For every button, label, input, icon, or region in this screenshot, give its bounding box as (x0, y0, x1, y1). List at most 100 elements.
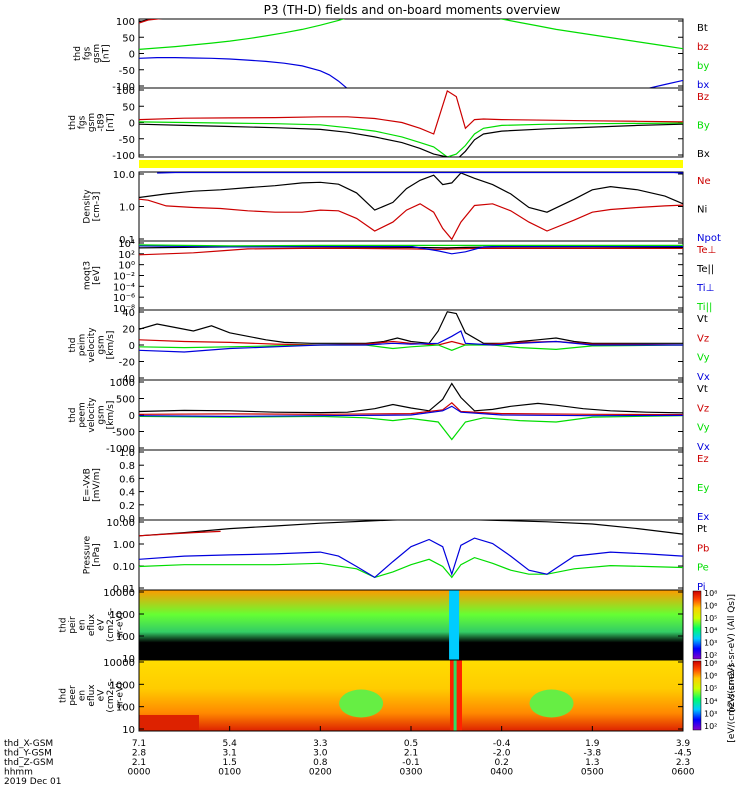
peir-ylabel-line: eflux (87, 613, 97, 636)
density-legend-1: Ni (697, 205, 707, 216)
peem_velocity-ylabel-line: [km/s] (106, 401, 116, 430)
peem_velocity-ytick-label: 0 (129, 411, 135, 422)
peim_velocity-ytick-label: 40 (122, 308, 135, 319)
fgs_dipole-series-Bz (139, 89, 683, 135)
temperature-series-Ti|| (139, 244, 683, 247)
peir-colorbar (692, 590, 702, 660)
peer-ylabel: thdpeerenefluxeV(cm2-s-sr-eV) (59, 678, 126, 712)
density-legend-0: Ne (697, 176, 711, 187)
peim_velocity-ylabel: thdpeimvelocitygsm[km/s] (68, 327, 116, 363)
temperature-ylabel-line: [eV] (92, 266, 102, 285)
temperature-series-Te⊥ (139, 247, 683, 256)
fgs_dipole-ytick-label: 50 (122, 102, 135, 113)
peer-ytick-label: 1000 (110, 680, 135, 691)
x-row-label: 2019 Dec 01 (4, 777, 62, 787)
panel-peer: 10⁸ 10⁶ 10⁵ 10⁴ 10³ 10² [eV/(cm2-s-sr-eV) 10000… (59, 658, 738, 743)
peem_velocity-legend-2: Vy (697, 423, 710, 434)
peer-ytick-label: 10 (122, 725, 135, 736)
peer-colorbar-label: [eV/(cm2-s-sr-eV) (727, 664, 737, 743)
pressure-legend-0: Pt (697, 524, 707, 535)
fgs-ytick-label: 0 (129, 50, 135, 61)
x-tick-label: 0.5 (404, 739, 418, 749)
peer-ytick-label: 10000 (103, 658, 135, 669)
density-legend-2: Npot (697, 233, 721, 244)
fgs_dipole-ytick-label: 100 (116, 86, 135, 97)
x-tick-label: 3.1 (223, 749, 237, 759)
peir-ytick-label: 1000 (110, 610, 135, 621)
peer-ylabel-line: eflux (87, 684, 97, 707)
peim_velocity-ylabel-line: peim (78, 334, 88, 357)
fgs_dipole-series-Bx (139, 123, 683, 157)
peem_velocity-ylabel: thdpeemvelocitygsm[km/s] (68, 397, 116, 433)
peir-colorbar-tick: 10³ (704, 639, 717, 648)
yellow-status-bar (139, 160, 683, 168)
x-tick-label: 2.3 (676, 758, 690, 768)
panel-peir: 10⁸ 10⁶ 10⁵ 10⁴ 10³ 10² [eV/(cm2-s-sr-eV) (All… (59, 588, 738, 712)
temperature-ytick-label: 10⁻² (113, 272, 135, 283)
peer-colorbar-tick: 10² (704, 722, 717, 731)
efield-ytick-label: 0.2 (119, 501, 135, 512)
x-tick-label: -0.4 (493, 739, 511, 749)
efield-ylabel-line: E=-VxB (82, 468, 92, 502)
efield-ytick-label: 0.8 (119, 461, 135, 472)
peim_velocity-legend-2: Vy (697, 353, 710, 364)
temperature-legend-0: Te⊥ (696, 245, 716, 256)
peim_velocity-ylabel-line: gsm (97, 335, 107, 354)
density-series-Npot (157, 172, 683, 174)
fgs_dipole-ytick-label: -50 (119, 135, 135, 146)
pressure-series-Pe (139, 556, 683, 579)
pressure-ylabel-line: [nPa] (92, 543, 102, 566)
pressure-legend-2: Pe (697, 563, 709, 574)
x-row-label: thd_Y-GSM (4, 749, 52, 759)
peir-spectrogram (139, 590, 683, 660)
fgs-ylabel-line: [nT] (101, 44, 111, 62)
temperature-legend-2: Ti⊥ (696, 283, 714, 294)
fgs_dipole-ytick-label: -100 (112, 151, 135, 162)
x-tick-label: 7.1 (132, 739, 146, 749)
x-tick-label: 0000 (128, 768, 151, 778)
efield-ylabel: E=-VxB[mV/m] (82, 468, 102, 502)
peer-center-line (453, 660, 457, 731)
x-tick-label: 0600 (672, 768, 695, 778)
density-ylabel-line: [cm-3] (92, 192, 102, 222)
x-row-label: thd_Z-GSM (4, 758, 53, 768)
peir-ytick-label: 10000 (103, 588, 135, 599)
efield-legend-0: Ez (697, 454, 709, 465)
fgs-series-bz (139, 19, 163, 24)
pressure-ylabel-line: Pressure (82, 535, 92, 574)
peer-blob-left (339, 689, 384, 718)
peer-colorbar-tick: 10⁸ (704, 659, 717, 668)
density-ytick-label: 10.0 (113, 170, 135, 181)
peim_velocity-legend-3: Vx (697, 372, 710, 383)
x-tick-label: 2.1 (132, 758, 146, 768)
x-tick-label: 2.1 (404, 749, 418, 759)
x-tick-label: -2.0 (493, 749, 511, 759)
peer-colorbar-tick: 10⁴ (704, 697, 717, 706)
peem_velocity-ylabel-line: thd (68, 408, 78, 423)
peir-ylabel-line: eV (97, 618, 107, 631)
x-tick-label: -0.1 (402, 758, 420, 768)
fgs-legend-0: Bt (697, 23, 708, 34)
peir-center-band (449, 590, 460, 660)
density-frame (138, 171, 684, 242)
density-ylabel: Density[cm-3] (82, 189, 102, 224)
fgs-ylabel: thdfgsgsm[nT] (73, 44, 112, 63)
x-tick-label: -3.8 (584, 749, 602, 759)
peer-ytick-label: 100 (116, 703, 135, 714)
pressure-ytick-label: 1.00 (113, 540, 135, 551)
fgs-series-bx (139, 56, 683, 88)
x-tick-label: 0.2 (495, 758, 509, 768)
efield-ytick-label: 1.0 (119, 448, 135, 459)
x-tick-label: 1.5 (223, 758, 237, 768)
peem_velocity-series-Vz (139, 402, 683, 416)
temperature-legend-1: Te|| (696, 264, 714, 275)
temperature-ytick-label: 10⁻⁴ (113, 282, 135, 293)
fgs_dipole-ytick-label: 0 (129, 119, 135, 130)
temperature-ytick-label: 10⁻⁸ (113, 304, 135, 315)
peem_velocity-ytick-label: -500 (112, 428, 135, 439)
peem_velocity-series-Vy (139, 415, 683, 441)
fgs_dipole-ylabel-line: gsm (87, 113, 97, 132)
peim_velocity-legend-1: Vz (697, 333, 709, 344)
